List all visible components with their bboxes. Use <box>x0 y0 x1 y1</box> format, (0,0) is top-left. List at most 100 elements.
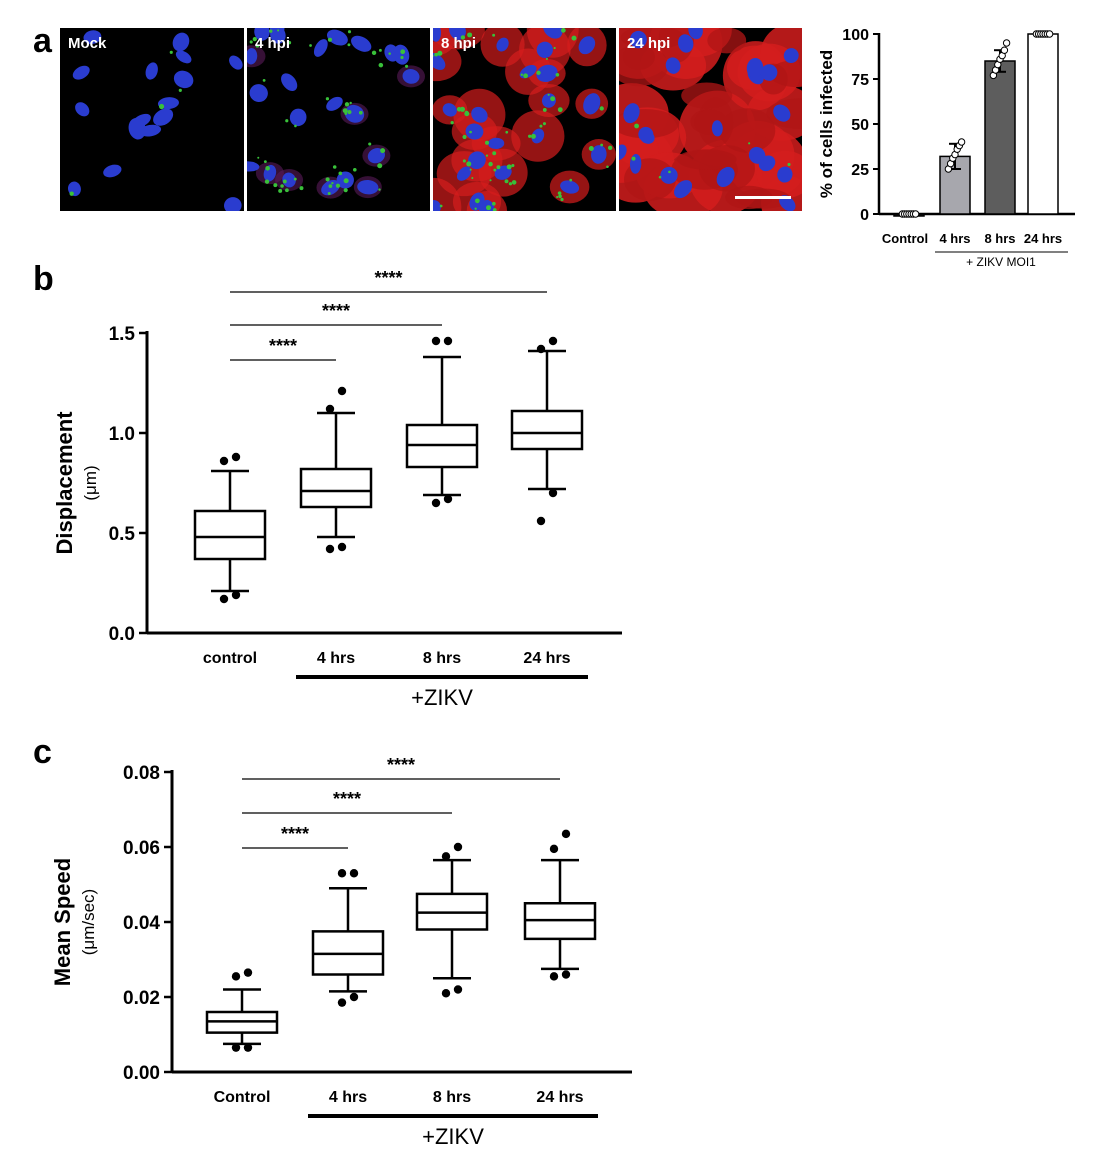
viral-puncta <box>488 161 493 167</box>
x-tick-label: 4 hrs <box>329 1089 367 1106</box>
box <box>299 467 373 509</box>
viral-puncta <box>335 183 341 188</box>
viral-puncta <box>634 123 640 129</box>
outlier-point <box>549 972 559 981</box>
viral-puncta <box>505 130 509 134</box>
nucleus-stain <box>145 62 158 80</box>
nucleus-stain <box>665 57 681 74</box>
cytoplasm-stain <box>676 149 737 170</box>
viral-puncta <box>492 33 496 37</box>
outlier-point <box>453 985 463 994</box>
viral-puncta <box>309 44 312 47</box>
box <box>510 409 584 451</box>
nucleus-stain <box>591 145 607 164</box>
nucleus-stain <box>496 37 509 52</box>
viral-puncta <box>474 207 477 210</box>
nucleus-stain <box>468 151 486 170</box>
viral-puncta <box>265 165 270 171</box>
viral-puncta <box>484 140 490 145</box>
data-point <box>1045 30 1054 38</box>
viral-puncta <box>486 205 492 211</box>
nucleus-stain <box>623 103 640 124</box>
bar <box>984 60 1016 215</box>
data-point <box>1002 39 1011 47</box>
nucleus-stain <box>172 32 190 52</box>
x-tick-label: 24 hrs <box>536 1089 583 1106</box>
y-tick-label: 25 <box>851 162 869 179</box>
viral-puncta <box>547 93 550 96</box>
viral-puncta <box>460 35 466 40</box>
viral-puncta <box>492 201 496 206</box>
nucleus-stain <box>758 155 776 172</box>
viral-puncta <box>553 46 556 50</box>
viral-puncta <box>542 108 547 112</box>
viral-puncta <box>378 188 381 191</box>
x-tick-label: 8 hrs <box>433 1089 471 1106</box>
y-tick-label: 0.06 <box>123 838 160 859</box>
viral-puncta <box>325 97 330 101</box>
viral-puncta <box>264 179 270 184</box>
viral-puncta <box>496 165 501 170</box>
viral-puncta <box>299 186 304 191</box>
viral-puncta <box>378 48 382 52</box>
viral-puncta <box>787 162 791 167</box>
box-plot-displacement: 0.0 0.5 1.0 1.5 Displacement (μm) control 4 hrs… <box>52 268 622 710</box>
viral-puncta <box>492 151 497 156</box>
x-tick-label: 4 hrs <box>317 650 355 667</box>
nucleus-stain <box>247 48 258 65</box>
viral-puncta <box>280 184 284 188</box>
viral-puncta <box>262 79 266 82</box>
nucleus-stain <box>357 179 379 195</box>
box <box>193 509 267 561</box>
viral-puncta <box>433 54 434 58</box>
y-tick-label: 0.04 <box>123 913 160 934</box>
viral-puncta <box>571 35 577 41</box>
viral-puncta <box>347 110 352 115</box>
nucleus-stain <box>583 93 601 115</box>
data-point <box>1000 46 1009 54</box>
micrograph-label: 4 hpi <box>255 35 291 52</box>
nucleus-stain <box>711 120 723 137</box>
viral-puncta <box>600 143 604 147</box>
outlier-point <box>349 992 359 1002</box>
viral-puncta <box>347 43 351 47</box>
viral-puncta <box>343 188 348 193</box>
outlier-point <box>536 516 546 526</box>
viral-puncta <box>273 183 278 188</box>
nucleus-stain <box>351 35 372 52</box>
outlier-point <box>219 456 229 466</box>
outlier-point <box>219 594 229 604</box>
viral-puncta <box>325 177 330 182</box>
viral-puncta <box>528 134 532 138</box>
outlier-point <box>443 494 453 504</box>
outlier-point <box>337 386 347 396</box>
nucleus-stain <box>289 108 307 127</box>
viral-puncta <box>466 161 472 167</box>
significance-label: **** <box>374 268 402 288</box>
viral-puncta <box>400 55 404 60</box>
viral-puncta <box>353 168 357 172</box>
viral-puncta <box>555 72 560 77</box>
nucleus-stain <box>449 28 466 40</box>
viral-puncta <box>467 32 473 38</box>
viral-puncta <box>607 145 613 151</box>
nucleus-stain <box>560 180 580 194</box>
nucleus-stain <box>83 30 102 45</box>
cytoplasm-stain <box>619 44 669 87</box>
viral-puncta <box>569 178 573 182</box>
viral-puncta <box>450 120 454 125</box>
nucleus-stain <box>760 64 778 81</box>
nucleus-stain <box>224 197 242 211</box>
viral-puncta <box>252 37 257 42</box>
nucleus-stain <box>75 102 90 117</box>
nucleus-stain <box>688 28 703 40</box>
nucleus-stain <box>578 36 596 55</box>
outlier-point <box>548 488 558 498</box>
viral-puncta <box>511 180 517 185</box>
viral-puncta <box>434 52 439 57</box>
nucleus-stain <box>128 117 146 140</box>
viral-puncta <box>536 70 541 75</box>
panel-label-c: c <box>33 733 52 771</box>
viral-puncta <box>377 163 383 169</box>
viral-puncta <box>255 44 260 48</box>
